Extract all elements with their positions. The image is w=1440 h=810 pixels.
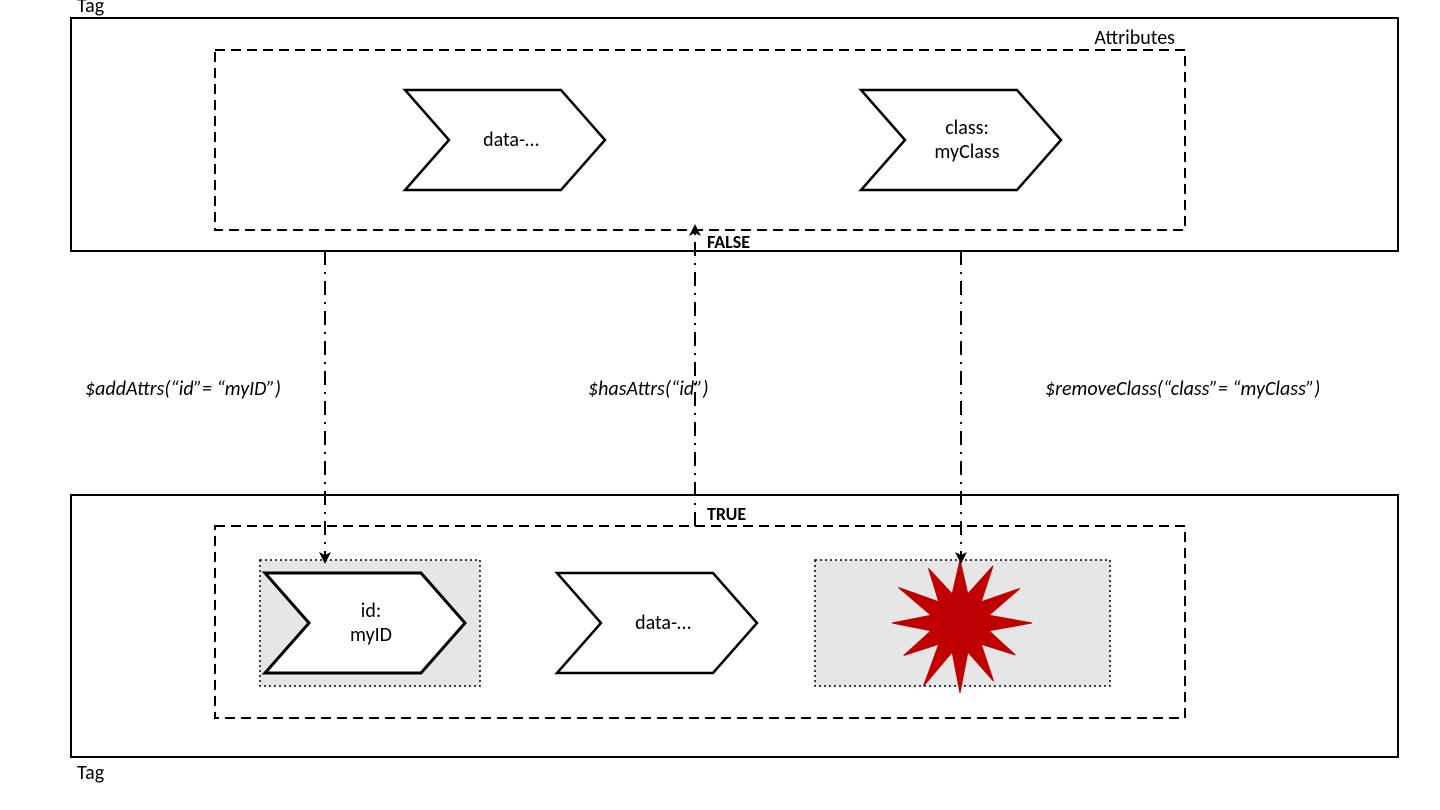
chevron-data-bottom: data-…	[557, 573, 757, 673]
svg-text:myClass: myClass	[934, 140, 999, 164]
chevron-class-top: class:myClass	[861, 90, 1061, 190]
svg-text:data-…: data-…	[635, 611, 691, 635]
svg-text:data-…: data-…	[483, 128, 539, 152]
svg-text:myID: myID	[350, 623, 392, 647]
fn-label-add: $addAttrs(“id”= “myID”)	[85, 377, 281, 401]
diagram-canvas: TagAttributesTagdata-…class:myClassid:my…	[0, 0, 1440, 810]
return-true: TRUE	[707, 503, 746, 525]
svg-text:id:: id:	[361, 599, 381, 623]
svg-text:class:: class:	[945, 116, 989, 140]
attributes-label: Attributes	[1094, 26, 1175, 50]
chevron-data-top: data-…	[405, 90, 605, 190]
return-false: FALSE	[707, 231, 750, 253]
fn-label-remove: $removeClass(“class”= “myClass”)	[1045, 377, 1320, 401]
tag-label-top: Tag	[77, 0, 105, 18]
tag-label-bottom: Tag	[77, 761, 105, 785]
fn-label-has: $hasAttrs(“id”)	[588, 377, 709, 401]
